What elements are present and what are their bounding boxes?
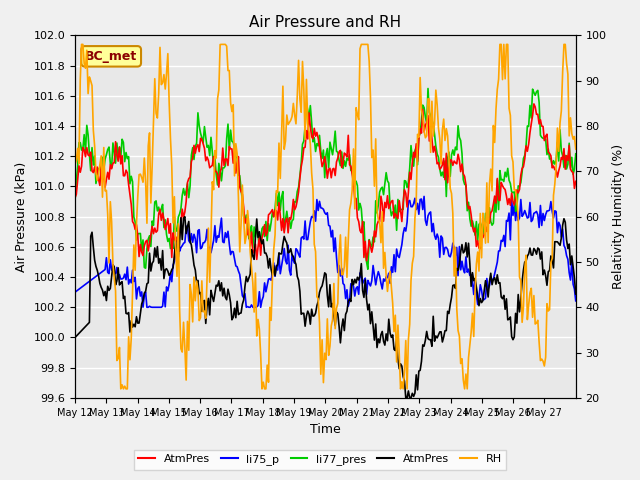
Title: Air Pressure and RH: Air Pressure and RH <box>250 15 401 30</box>
Y-axis label: Relativity Humidity (%): Relativity Humidity (%) <box>612 144 625 289</box>
Legend: AtmPres, li75_p, li77_pres, AtmPres, RH: AtmPres, li75_p, li77_pres, AtmPres, RH <box>134 450 506 469</box>
X-axis label: Time: Time <box>310 423 340 436</box>
Y-axis label: Air Pressure (kPa): Air Pressure (kPa) <box>15 161 28 272</box>
Text: BC_met: BC_met <box>85 50 138 63</box>
